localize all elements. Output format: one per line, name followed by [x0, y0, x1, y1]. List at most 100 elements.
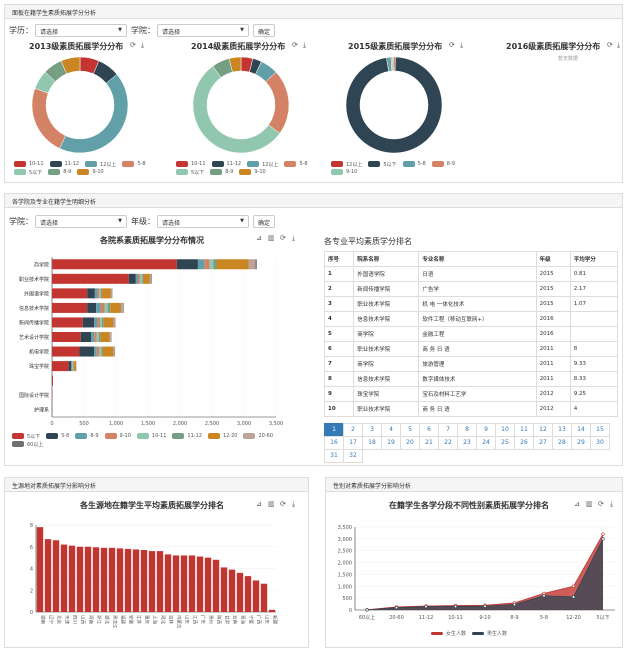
page-button[interactable]: 13	[552, 423, 572, 437]
refresh-icon[interactable]: ⟳	[598, 500, 604, 508]
page-button[interactable]: 5	[400, 423, 420, 437]
page-button[interactable]: 9	[476, 423, 496, 437]
page-button[interactable]: 4	[381, 423, 401, 437]
legend-item[interactable]: 20-60	[243, 432, 273, 440]
page-button[interactable]: 3	[362, 423, 382, 437]
table-cell: 8	[323, 371, 355, 387]
bar-chart-icon[interactable]: ▥	[268, 500, 275, 508]
legend-item[interactable]: 5以下	[176, 168, 204, 176]
page-button[interactable]: 2	[343, 423, 363, 437]
legend-item[interactable]: 5以下	[368, 160, 397, 168]
page-button[interactable]: 32	[343, 449, 363, 463]
page-button[interactable]: 15	[590, 423, 610, 437]
line-chart-icon[interactable]: ⊿	[256, 234, 262, 242]
legend-item[interactable]: 10-11	[14, 160, 44, 168]
legend-item[interactable]: 10-11	[136, 432, 166, 440]
page-button[interactable]: 10	[495, 423, 515, 437]
page-button[interactable]: 16	[324, 436, 344, 450]
page-button[interactable]: 26	[514, 436, 534, 450]
line-chart-icon[interactable]: ⊿	[574, 500, 580, 508]
page-button[interactable]: 24	[476, 436, 496, 450]
page-button[interactable]: 8	[457, 423, 477, 437]
table-header[interactable]: 专业名称	[418, 251, 537, 267]
page-button[interactable]: 11	[514, 423, 534, 437]
download-icon[interactable]: ⤓	[460, 41, 464, 49]
refresh-icon[interactable]: ⟳	[280, 500, 286, 508]
page-button[interactable]: 27	[533, 436, 553, 450]
legend-item[interactable]: 9-10	[239, 168, 266, 176]
legend-item[interactable]: 9-10	[104, 432, 131, 440]
refresh-icon[interactable]: ⟳	[280, 234, 286, 242]
legend-item[interactable]: 5-8	[122, 160, 146, 168]
legend-item[interactable]: 8-9	[48, 168, 71, 176]
page-button[interactable]: 18	[362, 436, 382, 450]
bar-chart-icon[interactable]: ▥	[586, 500, 593, 508]
legend-item[interactable]: 9-10	[77, 168, 104, 176]
download-icon[interactable]: ⤓	[292, 234, 296, 242]
legend-item[interactable]: 12以上	[331, 160, 362, 168]
legend-item[interactable]: 8-9	[210, 168, 233, 176]
page-button[interactable]: 12	[533, 423, 553, 437]
download-icon[interactable]: ⤓	[303, 41, 307, 49]
table-header[interactable]: 序号	[323, 251, 355, 267]
page-button[interactable]: 25	[495, 436, 515, 450]
bar	[68, 545, 76, 612]
dept-select[interactable]: 请选择 ▼	[157, 24, 249, 37]
legend-item[interactable]: 5-8	[402, 160, 426, 168]
page-button[interactable]: 31	[324, 449, 344, 463]
table-header[interactable]: 院系名称	[353, 251, 420, 267]
legend-item[interactable]: 8-9	[75, 432, 99, 440]
bar-segment	[197, 259, 205, 270]
page-button[interactable]: 14	[571, 423, 591, 437]
refresh-icon[interactable]: ⟳	[292, 41, 298, 49]
refresh-icon[interactable]: ⟳	[130, 41, 136, 49]
table-header[interactable]: 年级	[535, 251, 571, 267]
legend-item[interactable]: 11-12	[172, 432, 202, 440]
legend-item[interactable]: 男生人数	[472, 629, 507, 637]
legend-label: 8-9	[63, 169, 72, 175]
page-button[interactable]: 23	[457, 436, 477, 450]
legend-item[interactable]: 12以上	[247, 160, 278, 168]
table-header[interactable]: 平均学分	[569, 251, 619, 267]
line-chart-icon[interactable]: ⊿	[256, 500, 262, 508]
table-cell: 日语	[418, 266, 537, 282]
legend-item[interactable]: 11-12	[49, 160, 79, 168]
page-button[interactable]: 6	[419, 423, 439, 437]
legend-item[interactable]: 5以下	[12, 432, 40, 440]
confirm-button[interactable]: 确定	[253, 215, 276, 228]
download-icon[interactable]: ⤓	[141, 41, 145, 49]
download-icon[interactable]: ⤓	[292, 500, 296, 508]
legend-item[interactable]: 8-9	[431, 160, 455, 168]
legend-item[interactable]: 10-11	[176, 160, 206, 168]
page-button[interactable]: 30	[590, 436, 610, 450]
download-icon[interactable]: ⤓	[610, 500, 614, 508]
edu-select[interactable]: 请选择 ▼	[35, 24, 127, 37]
page-button[interactable]: 19	[381, 436, 401, 450]
page-button[interactable]: 20	[400, 436, 420, 450]
page-button[interactable]: 7	[438, 423, 458, 437]
page-button[interactable]: 1	[324, 423, 344, 437]
page-button[interactable]: 29	[571, 436, 591, 450]
legend-item[interactable]: 60以上	[12, 440, 43, 448]
legend-item[interactable]: 5-8	[284, 160, 308, 168]
refresh-icon[interactable]: ⟳	[607, 41, 613, 49]
page-button[interactable]: 28	[552, 436, 572, 450]
legend-2013: 10-11 11-12 12以上 5-8 5以下 8-9 9-10	[14, 160, 154, 176]
confirm-button[interactable]: 确定	[253, 24, 276, 37]
bar-chart-icon[interactable]: ▥	[268, 234, 275, 242]
legend-item[interactable]: 5以下	[14, 168, 42, 176]
refresh-icon[interactable]: ⟳	[449, 41, 455, 49]
grade-select[interactable]: 请选择 ▼	[157, 215, 249, 228]
legend-item[interactable]: 5-8	[46, 432, 69, 440]
legend-item[interactable]: 女生人数	[431, 629, 466, 637]
legend-swatch	[472, 631, 485, 635]
legend-item[interactable]: 11-12	[211, 160, 241, 168]
legend-item[interactable]: 9-10	[331, 168, 357, 176]
dept-select[interactable]: 请选择 ▼	[35, 215, 127, 228]
page-button[interactable]: 17	[343, 436, 363, 450]
download-icon[interactable]: ⤓	[617, 41, 621, 49]
page-button[interactable]: 22	[438, 436, 458, 450]
page-button[interactable]: 21	[419, 436, 439, 450]
legend-item[interactable]: 12以上	[85, 160, 116, 168]
legend-item[interactable]: 12-20	[207, 432, 237, 440]
